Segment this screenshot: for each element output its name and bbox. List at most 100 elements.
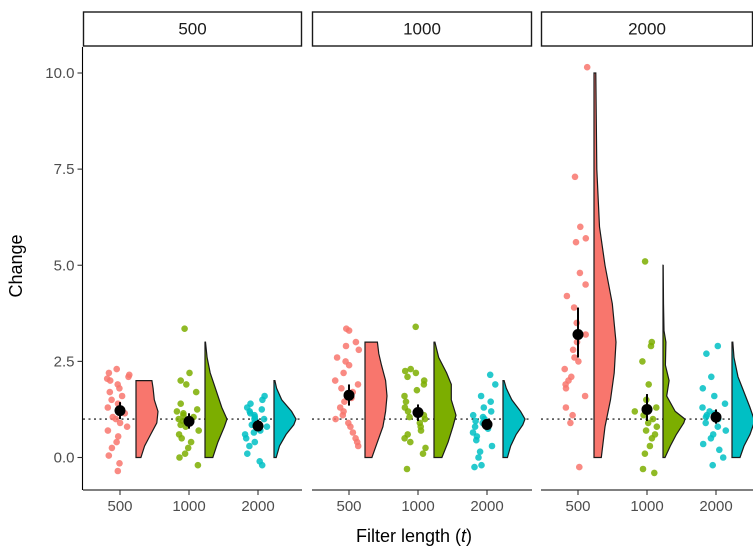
data-point bbox=[114, 381, 121, 388]
mean-point bbox=[114, 405, 126, 417]
data-point bbox=[581, 392, 589, 400]
data-point bbox=[244, 450, 251, 458]
data-point bbox=[354, 381, 362, 388]
data-point bbox=[113, 438, 120, 446]
data-point bbox=[407, 365, 415, 373]
data-point bbox=[177, 377, 184, 384]
data-point bbox=[479, 413, 487, 421]
data-point bbox=[186, 369, 193, 377]
data-point bbox=[108, 444, 116, 452]
data-point bbox=[258, 406, 266, 413]
half-violin bbox=[273, 380, 297, 459]
mean-point bbox=[252, 420, 264, 432]
data-point bbox=[175, 415, 182, 423]
data-point bbox=[343, 325, 350, 333]
data-point bbox=[706, 408, 713, 415]
data-point bbox=[420, 377, 428, 384]
half-violin bbox=[502, 380, 526, 459]
x-tick-label: 2000 bbox=[470, 498, 503, 515]
group-500-1000 bbox=[173, 325, 228, 469]
data-point bbox=[714, 342, 722, 350]
data-point bbox=[104, 427, 112, 434]
data-point bbox=[568, 373, 575, 381]
data-point bbox=[570, 304, 578, 311]
data-point bbox=[412, 369, 420, 377]
data-point bbox=[402, 398, 410, 406]
mean-point bbox=[412, 407, 424, 419]
data-point bbox=[569, 346, 577, 354]
y-tick-label: 2.5 bbox=[54, 353, 75, 370]
x-axis-title-text: Filter length bbox=[356, 526, 450, 546]
data-point bbox=[333, 354, 341, 361]
group-1000-1000 bbox=[401, 323, 457, 473]
data-point bbox=[175, 431, 183, 438]
data-point bbox=[646, 442, 654, 450]
data-point bbox=[492, 381, 499, 388]
data-point bbox=[716, 446, 723, 454]
data-point bbox=[342, 342, 350, 350]
group-1000-500 bbox=[331, 325, 388, 459]
data-point bbox=[561, 365, 568, 373]
mean-point bbox=[343, 389, 355, 401]
data-point bbox=[260, 415, 268, 423]
data-point bbox=[582, 331, 589, 338]
data-point bbox=[702, 419, 709, 427]
facet-strip-label: 2000 bbox=[628, 19, 666, 38]
data-point bbox=[419, 450, 427, 458]
data-point bbox=[247, 400, 254, 408]
data-point bbox=[195, 427, 202, 434]
data-point bbox=[401, 367, 409, 375]
data-point bbox=[177, 400, 184, 408]
data-point bbox=[471, 423, 479, 431]
data-point bbox=[340, 369, 347, 377]
data-point bbox=[193, 406, 201, 413]
mean-point bbox=[572, 328, 584, 340]
data-point bbox=[332, 415, 339, 423]
data-point bbox=[355, 346, 363, 354]
group-2000-500 bbox=[561, 63, 617, 471]
data-point bbox=[352, 435, 359, 442]
data-point bbox=[488, 442, 496, 450]
data-point bbox=[639, 358, 646, 365]
data-point bbox=[571, 173, 579, 181]
group-1000-2000 bbox=[469, 371, 526, 471]
x-tick-label: 1000 bbox=[172, 498, 205, 515]
data-point bbox=[582, 235, 590, 242]
data-point bbox=[639, 465, 647, 473]
data-point bbox=[181, 325, 188, 333]
data-point bbox=[113, 365, 120, 373]
data-point bbox=[572, 238, 580, 246]
data-point bbox=[563, 292, 571, 300]
y-tick-label: 0.0 bbox=[54, 450, 75, 467]
data-point bbox=[653, 404, 660, 411]
x-tick-label: 1000 bbox=[630, 498, 663, 515]
data-point bbox=[187, 438, 195, 446]
y-tick-label: 7.5 bbox=[54, 161, 75, 178]
data-point bbox=[699, 404, 706, 411]
data-point bbox=[583, 63, 591, 71]
mean-point bbox=[183, 415, 195, 427]
data-point bbox=[109, 413, 117, 421]
data-point bbox=[184, 444, 192, 452]
data-point bbox=[569, 411, 576, 419]
data-point bbox=[404, 373, 411, 381]
data-point bbox=[642, 427, 650, 434]
facet-panel-2000: 2000500100020004000 bbox=[540, 11, 753, 515]
data-point bbox=[176, 454, 183, 461]
data-point bbox=[472, 417, 479, 425]
x-tick-label: 1000 bbox=[401, 498, 434, 515]
data-point bbox=[641, 450, 649, 458]
data-point bbox=[651, 431, 659, 438]
data-point bbox=[711, 392, 718, 400]
x-tick-label: 2000 bbox=[241, 498, 274, 515]
data-point bbox=[126, 371, 133, 379]
data-point bbox=[469, 411, 477, 419]
facet-strip bbox=[311, 11, 533, 47]
x-tick-label: 500 bbox=[336, 498, 361, 515]
data-point bbox=[404, 431, 412, 438]
data-point bbox=[173, 408, 181, 415]
data-point bbox=[180, 410, 187, 417]
half-violin bbox=[204, 341, 228, 459]
data-point bbox=[406, 413, 413, 421]
data-point bbox=[719, 454, 727, 461]
